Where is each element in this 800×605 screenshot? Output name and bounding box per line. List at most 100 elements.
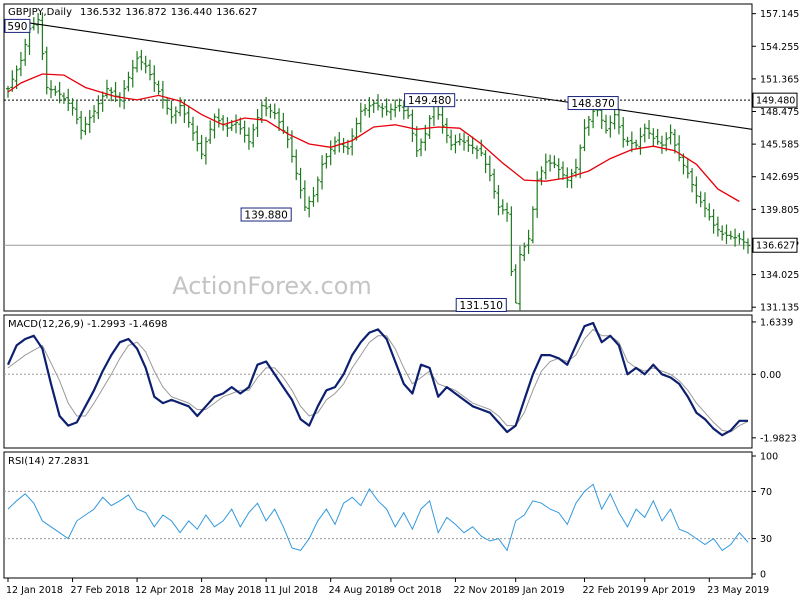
ohlc-bar (53, 85, 58, 96)
ohlc-readout-value: 136.532 (80, 7, 121, 18)
ohlc-bar (147, 59, 152, 81)
ohlc-bar (36, 13, 41, 34)
ohlc-bar (492, 168, 497, 199)
ohlc-bar (324, 153, 329, 169)
ohlc-bar (746, 238, 750, 254)
current-price-tag-text: 136.627 (756, 241, 795, 252)
price-chart-title: GBPJPY,Daily 136.532 136.872 136.440 136.627 (8, 7, 257, 18)
ohlc-bar (388, 103, 393, 121)
ohlc-bar (561, 161, 565, 180)
rsi-y-tick-label: 100 (760, 452, 778, 463)
ohlc-bar (711, 209, 716, 234)
ohlc-bar (380, 103, 385, 118)
ohlc-bar (397, 98, 402, 112)
ohlc-bar (638, 127, 643, 155)
ohlc-bar (453, 134, 458, 154)
ohlc-bar (135, 51, 140, 73)
macd-panel-frame (3, 314, 753, 449)
ohlc-bar (363, 104, 368, 116)
ohlc-bar (96, 95, 101, 120)
ohlc-bar (466, 136, 471, 152)
price-title-span: GBPJPY,Daily (8, 7, 72, 18)
ohlc-bar (156, 80, 161, 95)
ohlc-bar (272, 103, 277, 120)
ohlc-bar (242, 120, 247, 143)
x-tick-label: 11 Jul 2018 (264, 585, 318, 596)
ohlc-bar (264, 96, 269, 117)
ohlc-bar (672, 129, 677, 154)
ohlc-bar (61, 92, 66, 104)
ohlc-bar (444, 118, 449, 144)
macd-y-tick-label: 1.6339 (760, 317, 793, 328)
ohlc-bar (341, 137, 346, 154)
ohlc-bar (367, 96, 372, 118)
resistance-price-tag-box (752, 92, 798, 108)
ohlc-bar (70, 98, 75, 116)
ohlc-bar (216, 108, 221, 128)
current-price-tag-box (752, 237, 798, 253)
ohlc-bar (109, 87, 114, 102)
ohlc-bar (401, 100, 406, 120)
price-y-tick-label: 145.585 (760, 140, 799, 151)
annotation-label: 131.510 (455, 297, 507, 312)
ohlc-bar (698, 191, 703, 208)
ohlc-bar (440, 106, 445, 134)
macd-signal-line (7, 328, 749, 433)
x-tick-label: 23 May 2019 (707, 585, 769, 596)
ohlc-bar (694, 176, 699, 204)
ohlc-bar (517, 245, 522, 312)
ohlc-bar (255, 108, 260, 138)
rsi-panel-frame (3, 451, 753, 579)
price-y-tick-label: 154.255 (760, 42, 799, 53)
ohlc-bar (298, 167, 303, 199)
ohlc-bar (208, 120, 213, 144)
ohlc-bar (556, 158, 561, 179)
ohlc-bar (526, 229, 531, 254)
ohlc-bar (677, 135, 682, 162)
ohlc-bar (139, 49, 144, 71)
ohlc-bar (376, 94, 380, 111)
ohlc-bar (720, 225, 725, 241)
ohlc-bar (625, 136, 630, 146)
x-tick-label: 9 Apr 2019 (643, 585, 696, 596)
ohlc-bar (337, 131, 342, 153)
ohlc-bar (79, 110, 84, 140)
current-price-tag: 136.627 (752, 237, 798, 253)
ohlc-bar (18, 51, 23, 77)
ohlc-bar (539, 166, 544, 186)
price-y-tick-label: 142.695 (760, 172, 799, 183)
price-y-tick-label: 134.025 (760, 270, 799, 281)
rsi-line (7, 483, 749, 552)
macd-y-tick-label: -1.9823 (760, 433, 797, 444)
ohlc-bar (285, 126, 290, 149)
ohlc-bar (44, 46, 49, 95)
macd-title: MACD(12,26,9) -1.2993 -1.4698 (8, 319, 168, 330)
ohlc-bar (724, 224, 729, 245)
ohlc-bar (728, 230, 733, 240)
ohlc-bar (608, 115, 613, 138)
annotation-label: 149.480 (404, 93, 456, 108)
ohlc-bar (350, 128, 355, 156)
ohlc-bar (371, 100, 376, 113)
resistance-price-tag: 149.480 (752, 92, 798, 108)
annotation-label: 590 (4, 18, 31, 33)
ohlc-bar (479, 139, 484, 157)
ohlc-bar (320, 155, 325, 190)
ohlc-bar (487, 155, 492, 182)
ohlc-bar (496, 185, 501, 216)
ohlc-readout-value: 136.872 (125, 7, 166, 18)
ohlc-bar (315, 176, 320, 203)
rsi-y-tick-label: 70 (760, 487, 772, 498)
ohlc-bar (302, 180, 307, 212)
x-tick-label: 28 May 2018 (200, 585, 262, 596)
ohlc-bar (234, 114, 239, 134)
ohlc-bar (522, 242, 527, 262)
ohlc-bar (307, 196, 312, 218)
ohlc-bar (474, 145, 479, 160)
annotation-label-text: 590 (7, 21, 27, 33)
ohlc-bar (668, 124, 673, 145)
price-y-tick-label: 131.135 (760, 303, 799, 314)
annotation-label-text: 149.480 (408, 95, 451, 107)
ohlc-bar (427, 115, 432, 139)
